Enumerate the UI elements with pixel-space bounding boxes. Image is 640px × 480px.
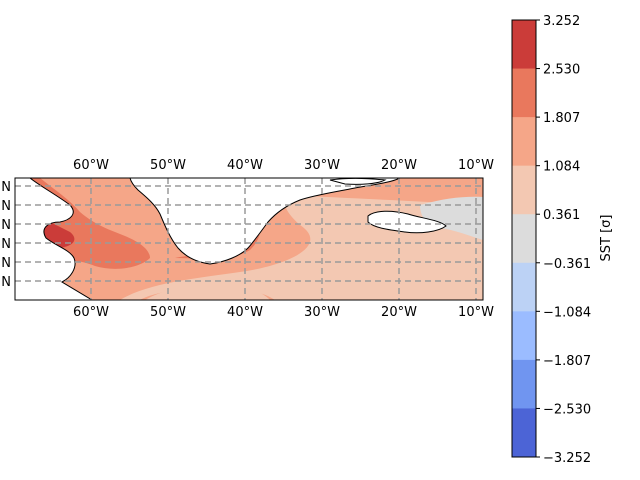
- colorbar-frame: [511, 19, 537, 458]
- lat-label: N: [1, 218, 11, 233]
- sst-band-0.361-1.084-south: [145, 284, 270, 300]
- lat-label: N: [1, 199, 11, 214]
- colorbar-swatch: [512, 408, 536, 458]
- lat-label: N: [1, 275, 11, 290]
- colorbar-tick-label: 1.807: [543, 111, 580, 126]
- lat-label: N: [1, 256, 11, 271]
- lon-label: 30°W: [304, 305, 340, 320]
- colorbar-swatch: [512, 311, 536, 361]
- lon-label: 50°W: [150, 305, 186, 320]
- lat-labels: N N N N N N: [1, 180, 11, 290]
- lon-label: 30°W: [304, 158, 340, 173]
- lon-label: 20°W: [381, 305, 417, 320]
- colorbar-swatch: [512, 68, 536, 118]
- lon-label: 20°W: [381, 158, 417, 173]
- lat-label: N: [1, 237, 11, 252]
- lon-label: 50°W: [150, 158, 186, 173]
- map-frame: [14, 177, 484, 301]
- lon-label: 10°W: [458, 158, 494, 173]
- sst-band-neutral: [420, 196, 483, 240]
- iceland-land: [367, 210, 447, 234]
- colorbar-label: SST [σ]: [599, 215, 614, 262]
- gridlines: [15, 178, 483, 300]
- colorbar-tick-label: 0.361: [543, 208, 580, 223]
- colorbar-swatch: [512, 117, 536, 167]
- colorbar-tick-label: 3.252: [543, 14, 580, 29]
- colorbar-tick-label: −2.530: [543, 402, 591, 417]
- colorbar-tick-label: −1.084: [543, 305, 591, 320]
- colorbar-swatch: [512, 165, 536, 215]
- lon-label: 40°W: [227, 158, 263, 173]
- lon-labels-top: 60°W 50°W 40°W 30°W 20°W 10°W: [73, 158, 494, 173]
- colorbar-tick-label: −3.252: [543, 451, 591, 466]
- colorbar-tick-label: 1.084: [543, 160, 580, 175]
- colorbar-tick-label: −0.361: [543, 257, 591, 272]
- lon-label: 10°W: [458, 305, 494, 320]
- colorbar-tick-label: −1.807: [543, 354, 591, 369]
- lon-labels-bottom: 60°W 50°W 40°W 30°W 20°W 10°W: [73, 305, 494, 320]
- map-panel: 60°W 50°W 40°W 30°W 20°W 10°W 60°W 50°W …: [1, 158, 494, 320]
- north-island-land: [329, 178, 387, 185]
- colorbar-swatch: [512, 20, 536, 70]
- lon-label: 60°W: [73, 158, 109, 173]
- colorbar: 3.252 2.530 1.807 1.084 0.361 −0.361 −1.084 −1.…: [511, 14, 614, 466]
- colorbar-swatch: [512, 214, 536, 264]
- colorbar-tick-label: 2.530: [543, 63, 580, 78]
- lon-label: 60°W: [73, 305, 109, 320]
- colorbar-swatch: [512, 262, 536, 312]
- colorbar-swatches: [512, 20, 536, 458]
- colorbar-ticks: 3.252 2.530 1.807 1.084 0.361 −0.361 −1.084 −1.…: [536, 14, 591, 466]
- lat-label: N: [1, 180, 11, 195]
- lon-label: 40°W: [227, 305, 263, 320]
- colorbar-swatch: [512, 359, 536, 409]
